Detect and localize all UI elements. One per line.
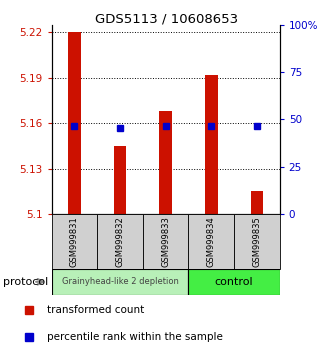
- Text: GDS5113 / 10608653: GDS5113 / 10608653: [95, 12, 238, 25]
- Bar: [52, 214, 97, 269]
- Bar: [114, 146, 127, 214]
- Text: control: control: [215, 277, 253, 287]
- Bar: [52, 269, 188, 295]
- Text: GSM999834: GSM999834: [207, 216, 216, 267]
- Bar: [205, 75, 218, 214]
- Text: GSM999832: GSM999832: [116, 216, 125, 267]
- Bar: [143, 214, 188, 269]
- Bar: [159, 111, 172, 214]
- Text: GSM999835: GSM999835: [252, 216, 261, 267]
- Text: GSM999833: GSM999833: [161, 216, 170, 267]
- Text: GSM999831: GSM999831: [70, 216, 79, 267]
- Bar: [234, 214, 280, 269]
- Bar: [188, 269, 280, 295]
- Text: transformed count: transformed count: [47, 304, 144, 315]
- Text: Grainyhead-like 2 depletion: Grainyhead-like 2 depletion: [62, 277, 178, 286]
- Bar: [250, 192, 263, 214]
- Text: protocol: protocol: [3, 277, 49, 287]
- Bar: [188, 214, 234, 269]
- Bar: [68, 32, 81, 214]
- Text: percentile rank within the sample: percentile rank within the sample: [47, 332, 222, 342]
- Bar: [97, 214, 143, 269]
